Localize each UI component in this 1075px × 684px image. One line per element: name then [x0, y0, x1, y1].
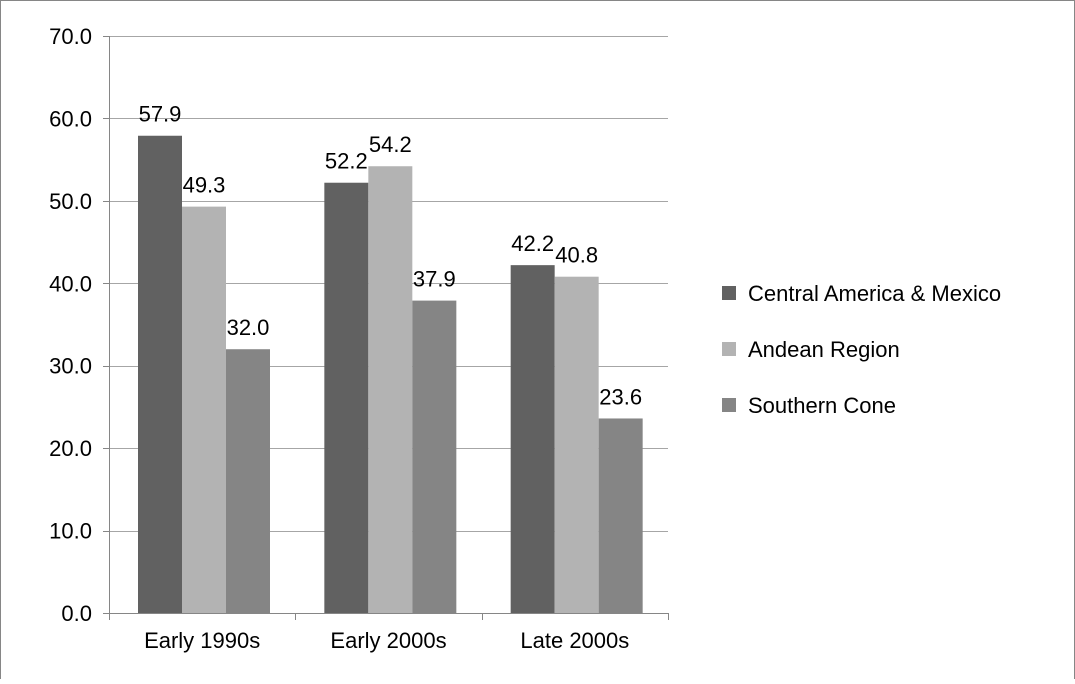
bar-central-america-mexico-1 [324, 182, 369, 614]
legend-swatch [722, 342, 736, 356]
legend-swatch [722, 398, 736, 412]
bar-central-america-mexico-0 [138, 135, 182, 613]
data-label: 52.2 [325, 149, 368, 174]
y-tick-label: 50.0 [49, 189, 92, 214]
y-tick-label: 60.0 [49, 106, 92, 131]
bar-central-america-mexico-2 [510, 265, 555, 613]
axes [103, 36, 669, 620]
legend-label: Central America & Mexico [748, 281, 1001, 306]
legend-label: Southern Cone [748, 393, 896, 418]
data-label: 32.0 [227, 315, 270, 340]
data-label: 40.8 [555, 243, 598, 268]
x-category-label: Early 2000s [330, 628, 446, 653]
y-tick-label: 0.0 [61, 601, 92, 626]
data-label: 49.3 [183, 173, 226, 198]
y-tick-label: 70.0 [49, 24, 92, 49]
labels: 0.0 10.0 20.0 30.0 40.0 50.0 60.0 70.0 57.9 49.3 3… [49, 24, 642, 653]
bars [138, 135, 643, 614]
y-tick-label: 20.0 [49, 436, 92, 461]
legend: Central America & Mexico Andean Region Sou… [722, 281, 1001, 418]
bar-southern-cone-0 [226, 349, 270, 613]
x-category-label: Early 1990s [144, 628, 260, 653]
data-label: 23.6 [599, 384, 642, 409]
bar-andean-region-0 [182, 206, 226, 613]
x-category-label: Late 2000s [520, 628, 629, 653]
legend-swatch [722, 286, 736, 300]
legend-label: Andean Region [748, 337, 900, 362]
data-label: 54.2 [369, 132, 412, 157]
data-label: 37.9 [413, 267, 456, 292]
bar-southern-cone-1 [412, 300, 457, 613]
data-label: 42.2 [511, 231, 554, 256]
bar-andean-region-1 [368, 166, 413, 614]
y-tick-label: 30.0 [49, 354, 92, 379]
y-tick-label: 10.0 [49, 519, 92, 544]
y-tick-label: 40.0 [49, 271, 92, 296]
data-label: 57.9 [139, 102, 182, 127]
bar-southern-cone-2 [598, 418, 643, 613]
bar-andean-region-2 [554, 276, 599, 613]
